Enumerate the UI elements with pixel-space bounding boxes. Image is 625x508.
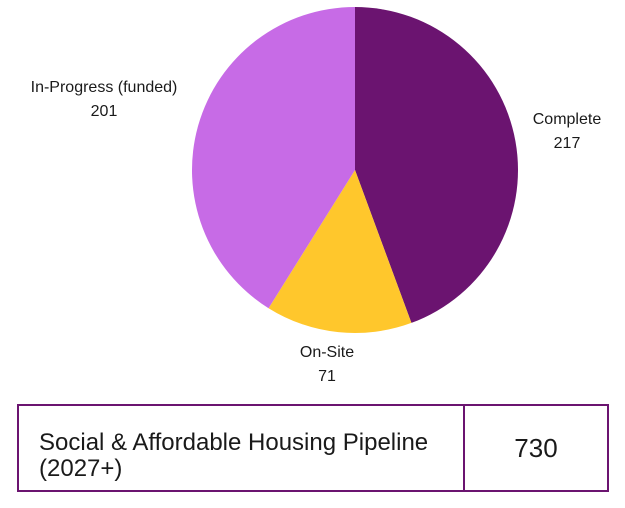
summary-table: Social & Affordable Housing Pipeline (20… xyxy=(17,404,609,492)
pie-slice-on-site xyxy=(268,170,412,333)
slice-value-label: 201 xyxy=(91,103,118,120)
slice-label: On-Site xyxy=(300,344,354,361)
slice-value-label: 71 xyxy=(318,368,336,385)
summary-label: Social & Affordable Housing Pipeline (20… xyxy=(19,406,465,490)
slice-label: Complete xyxy=(533,111,602,128)
pie-slice-in-progress-funded xyxy=(192,7,355,309)
pie-slice-complete xyxy=(355,7,518,323)
slice-value-label: 217 xyxy=(554,135,581,152)
slice-label: In-Progress (funded) xyxy=(31,79,178,96)
summary-value: 730 xyxy=(514,432,558,463)
pie-chart: Complete 217 On-Site 71 In-Progress (funded)… xyxy=(31,7,602,385)
